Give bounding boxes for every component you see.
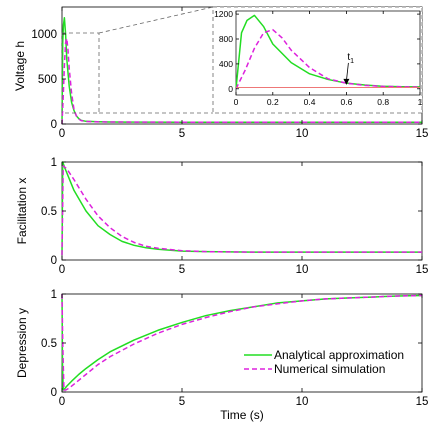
t1-arrow-shaft [346,62,349,81]
panel-facilitation-series-analytical [61,161,422,256]
legend-analytical-label: Analytical approximation [274,348,404,362]
panel-depression-series-numerical [61,293,423,391]
zoom-source-box [61,32,100,114]
panel-voltage-ytick-label: 500 [38,74,57,86]
inset-xticks: 0 0.2 0.4 0.6 0.8 1 [234,11,423,107]
inset-xtick-label: 0.4 [304,97,316,107]
panel-voltage-xtick-label: 15 [416,128,429,140]
inset-xtick-label: 0.6 [340,97,352,107]
t1-label-main: t [347,52,350,63]
inset-background [213,7,422,113]
panel-facilitation-xtick-label: 0 [59,264,65,276]
panel-facilitation: 0 5 10 15 00.51 Facilitation x [15,157,428,276]
inset-axes-frame [235,10,421,96]
panel-facilitation-yticks: 00.51 [41,157,422,267]
inset-xtick-label: 0.2 [267,97,279,107]
panel-facilitation-ytick-label: 1 [51,157,57,169]
panel-facilitation-xtick-label: 10 [296,264,309,276]
t1-label-sub: 1 [350,58,354,65]
panel-voltage-xtick-label: 5 [179,128,185,140]
panel-voltage-xtick-label: 0 [59,128,65,140]
panel-depression-xtick-label: 5 [179,396,185,408]
t1-arrow-head [343,78,350,85]
panel-depression-xtick-label: 0 [59,396,65,408]
panel-depression: 0 5 10 15 00.51 Depression y Time (s) Analy… [15,289,428,422]
inset-xtick-label: 0 [234,97,239,107]
inset-ytick-label: 800 [219,34,233,44]
panel-depression-xlabel: Time (s) [220,408,264,422]
panel-depression-xtick-label: 15 [416,396,429,408]
inset-frame [212,6,423,114]
panel-depression-ytick-label: 0.5 [41,338,57,350]
panel-depression-xticks: 0 5 10 15 [59,294,429,408]
panel-depression-yticks: 00.51 [41,289,422,399]
inset-xtick-label: 0.8 [377,97,389,107]
panel-voltage-ytick-label: 0 [51,119,57,131]
inset-series-numerical [235,28,421,90]
panel-facilitation-frame [61,161,423,261]
panel-facilitation-series-numerical [61,165,422,256]
panel-depression-ylabel: Depression y [15,308,29,378]
inset-ytick-label: 0 [228,84,233,94]
panel-voltage-ylabel: Voltage h [13,41,27,91]
panel-depression-series [61,293,423,391]
panel-facilitation-series [61,161,422,256]
panel-facilitation-ytick-label: 0.5 [41,206,57,218]
t1-label: t1 [347,52,354,65]
panel-depression-ytick-label: 0 [51,387,57,399]
inset-ytick-label: 1200 [214,9,233,19]
inset-yticks: 0 400 800 1200 [214,9,420,94]
legend: Analytical approximation Numerical simul… [244,348,404,376]
panel-voltage-ytick-label: 1000 [31,29,57,41]
panel-facilitation-xticks: 0 5 10 15 [59,162,429,276]
panel-facilitation-ytick-label: 0 [51,255,57,267]
legend-numerical-label: Numerical simulation [274,362,385,376]
panel-facilitation-xtick-label: 15 [416,264,429,276]
zoom-connector-top [98,6,214,34]
t1-annotation: t1 [343,52,354,85]
inset-series [235,14,421,90]
panel-voltage-xtick-label: 10 [296,128,309,140]
panel-depression-xtick-label: 10 [296,396,309,408]
panel-facilitation-ylabel: Facilitation x [15,178,29,245]
inset-ytick-label: 400 [219,59,233,69]
panel-depression-ytick-label: 1 [51,289,57,301]
inset-xtick-label: 1 [418,97,423,107]
inset-series-analytical [235,14,421,89]
panel-facilitation-xtick-label: 5 [179,264,185,276]
